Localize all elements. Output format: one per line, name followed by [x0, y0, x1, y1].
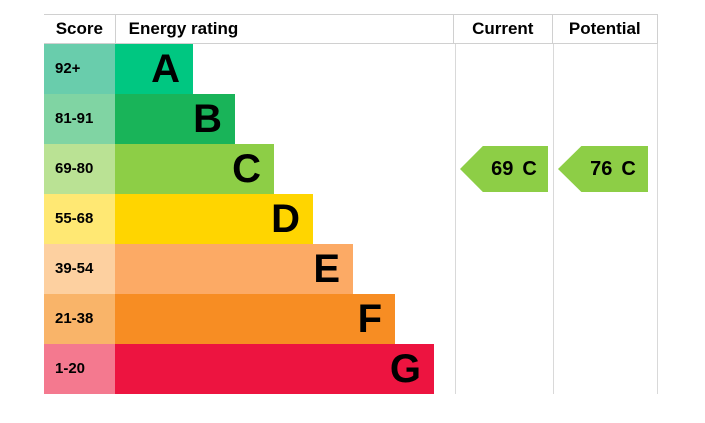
band-letter: C [232, 147, 261, 191]
band-bar-e: E [115, 244, 353, 294]
band-letter: G [389, 347, 421, 391]
current-rating-band: C [522, 157, 537, 180]
current-rating-value: 69 [491, 157, 514, 180]
score-range-label: 81-91 [44, 94, 115, 144]
band-row-g: 1-20 G [44, 344, 658, 394]
band-row-f: 21-38 F [44, 294, 658, 344]
epc-table: Score Energy rating Current Potential 92… [44, 14, 658, 394]
bands-container: 92+ A 81-91 B 69-80 C 55-68 D 39-54 E 21… [44, 44, 658, 394]
column-divider [553, 44, 554, 394]
current-column-header: Current [453, 15, 552, 43]
band-row-a: 92+ A [44, 44, 658, 94]
band-bar-d: D [115, 194, 313, 244]
band-bar-c: C [115, 144, 274, 194]
band-letter: D [271, 197, 300, 241]
potential-column-header: Potential [551, 15, 658, 43]
score-column-header: Score [55, 19, 103, 38]
band-row-c: 69-80 C [44, 144, 658, 194]
band-row-d: 55-68 D [44, 194, 658, 244]
column-divider [455, 44, 456, 394]
energy-rating-column-header: Energy rating [114, 15, 453, 43]
score-range-label: 1-20 [44, 344, 115, 394]
score-range-label: 69-80 [44, 144, 115, 194]
band-bar-b: B [115, 94, 235, 144]
band-bar-g: G [115, 344, 434, 394]
score-range-label: 21-38 [44, 294, 115, 344]
potential-rating-band: C [621, 157, 636, 180]
table-header-row: Score Energy rating Current Potential [44, 14, 658, 44]
band-letter: B [193, 97, 222, 141]
score-range-label: 39-54 [44, 244, 115, 294]
potential-rating-value: 76 [590, 157, 613, 180]
band-letter: F [357, 297, 382, 341]
band-row-e: 39-54 E [44, 244, 658, 294]
score-range-label: 92+ [44, 44, 115, 94]
column-divider [657, 44, 658, 394]
band-letter: E [313, 247, 340, 291]
band-bar-a: A [115, 44, 193, 94]
band-letter: A [151, 47, 180, 91]
band-row-b: 81-91 B [44, 94, 658, 144]
score-range-label: 55-68 [44, 194, 115, 244]
band-bar-f: F [115, 294, 395, 344]
